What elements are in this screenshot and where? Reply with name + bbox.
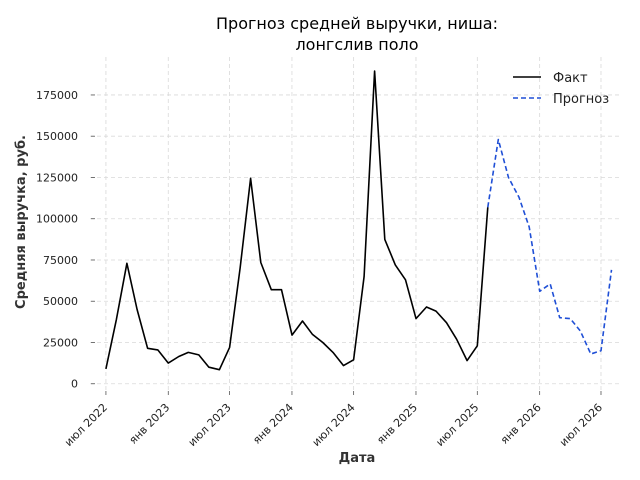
legend: Факт Прогноз bbox=[513, 71, 609, 107]
x-axis-label: Дата bbox=[339, 451, 376, 466]
x-tick-label: янв 2025 bbox=[374, 401, 420, 447]
data-point-fact bbox=[104, 367, 107, 370]
data-point-fact bbox=[280, 288, 283, 291]
data-point-fact bbox=[311, 333, 314, 336]
data-point-fact bbox=[434, 310, 437, 313]
legend-label-fact: Факт bbox=[553, 71, 588, 86]
y-tick-label: 175000 bbox=[36, 89, 78, 102]
data-point-fact bbox=[177, 355, 180, 358]
x-tick-label: июл 2024 bbox=[310, 401, 358, 449]
data-point-fact bbox=[136, 308, 139, 311]
data-point-forecast bbox=[528, 225, 531, 228]
data-point-fact bbox=[167, 362, 170, 365]
y-tick-label: 0 bbox=[71, 378, 78, 391]
data-point-fact bbox=[197, 353, 200, 356]
y-tick-label: 125000 bbox=[36, 171, 78, 184]
data-point-forecast bbox=[538, 290, 541, 293]
y-tick-label: 100000 bbox=[36, 213, 78, 226]
data-point-fact bbox=[156, 348, 159, 351]
data-point-fact bbox=[259, 261, 262, 264]
data-point-forecast bbox=[549, 282, 552, 285]
data-point-fact bbox=[321, 341, 324, 344]
data-point-fact bbox=[352, 358, 355, 361]
x-axis: июл 2022 янв 2023 июл 2023 янв 2024 июл 2024… bbox=[62, 391, 605, 449]
y-tick-label: 25000 bbox=[43, 336, 78, 349]
data-point-fact bbox=[342, 364, 345, 367]
data-point-fact bbox=[331, 351, 334, 354]
y-axis-label: Средняя выручка, руб. bbox=[14, 135, 29, 309]
data-point-fact bbox=[394, 263, 397, 266]
data-point-fact bbox=[290, 333, 293, 336]
data-point-fact bbox=[455, 338, 458, 341]
y-axis: 0 25000 50000 75000 100000 125000 150000 175000 bbox=[36, 89, 95, 391]
data-point-fact bbox=[239, 267, 242, 270]
data-point-forecast bbox=[569, 317, 572, 320]
x-tick-label: июл 2023 bbox=[186, 401, 234, 449]
data-point-fact bbox=[363, 275, 366, 278]
data-point-fact bbox=[445, 321, 448, 324]
data-point-forecast bbox=[599, 349, 602, 352]
data-point-fact bbox=[466, 359, 469, 362]
chart-title-line-2: лонгслив поло bbox=[295, 35, 418, 54]
data-point-fact bbox=[207, 366, 210, 369]
data-point-forecast bbox=[486, 206, 489, 209]
data-point-fact bbox=[383, 238, 386, 241]
data-point-forecast bbox=[579, 329, 582, 332]
data-point-forecast bbox=[610, 268, 613, 271]
x-tick-label: янв 2023 bbox=[127, 401, 173, 447]
data-point-forecast bbox=[517, 196, 520, 199]
x-tick-label: июл 2022 bbox=[62, 401, 110, 449]
data-point-fact bbox=[249, 177, 252, 180]
data-point-fact bbox=[218, 368, 221, 371]
x-tick-label: янв 2026 bbox=[498, 401, 544, 447]
y-tick-label: 150000 bbox=[36, 130, 78, 143]
x-tick-label: июл 2026 bbox=[557, 401, 605, 449]
data-point-fact bbox=[115, 318, 118, 321]
data-point-fact bbox=[414, 317, 417, 320]
legend-label-forecast: Прогноз bbox=[553, 92, 609, 107]
y-tick-label: 75000 bbox=[43, 254, 78, 267]
data-point-fact bbox=[270, 288, 273, 291]
data-point-fact bbox=[187, 351, 190, 354]
chart-title-line-1: Прогноз средней выручки, ниша: bbox=[216, 14, 498, 33]
data-point-fact bbox=[125, 262, 128, 265]
data-point-forecast bbox=[507, 176, 510, 179]
data-point-fact bbox=[301, 319, 304, 322]
data-point-forecast bbox=[497, 138, 500, 141]
x-tick-label: июл 2025 bbox=[433, 401, 481, 449]
data-point-fact bbox=[373, 69, 376, 72]
data-point-forecast bbox=[589, 352, 592, 355]
data-point-fact bbox=[404, 278, 407, 281]
series-layer bbox=[104, 69, 613, 371]
y-tick-label: 50000 bbox=[43, 295, 78, 308]
data-point-fact bbox=[425, 305, 428, 308]
series-line-fact bbox=[105, 70, 489, 371]
data-point-fact bbox=[146, 347, 149, 350]
series-line-forecast bbox=[487, 138, 613, 355]
data-point-fact bbox=[228, 346, 231, 349]
data-point-forecast bbox=[558, 316, 561, 319]
data-point-fact bbox=[476, 344, 479, 347]
x-tick-label: янв 2024 bbox=[250, 401, 296, 447]
